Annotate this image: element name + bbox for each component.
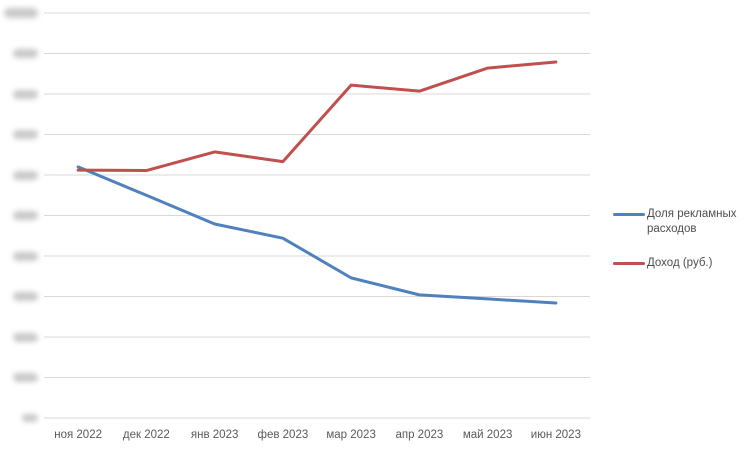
y-axis-tick-label-redacted — [13, 89, 38, 99]
series-line-0 — [76, 165, 558, 305]
x-axis-label: фев 2023 — [257, 429, 309, 441]
y-axis-tick-label-redacted — [4, 8, 38, 18]
y-axis-tick-label-redacted — [13, 130, 38, 139]
legend-swatch-blue-line — [613, 213, 645, 216]
x-axis-label: июн 2023 — [530, 429, 581, 441]
legend-label: Доход (руб.) — [647, 257, 713, 269]
y-axis-tick-label-redacted — [13, 292, 38, 301]
y-axis-tick-label-redacted — [13, 251, 38, 261]
legend-label: Доля рекламных расходов — [647, 208, 737, 235]
legend-swatch-red-line — [613, 262, 645, 265]
legend-item-ad-share: Доля рекламных расходов — [613, 207, 738, 237]
x-axis-label: ноя 2022 — [54, 429, 102, 441]
y-axis-tick-label-redacted — [22, 414, 38, 422]
y-axis-tick-label-redacted — [13, 332, 38, 342]
series-line-1 — [76, 60, 558, 173]
legend: Доля рекламных расходов Доход (руб.) — [613, 207, 738, 271]
y-axis-tick-label-redacted — [13, 49, 38, 58]
x-axis-label: мар 2023 — [326, 429, 376, 441]
x-axis-label: май 2023 — [462, 429, 513, 441]
y-axis-tick-label-redacted — [13, 170, 38, 180]
y-axis-tick-label-redacted — [13, 211, 38, 220]
x-axis-label: апр 2023 — [395, 429, 444, 441]
x-axis-label: янв 2023 — [190, 429, 239, 441]
y-axis-tick-label-redacted — [13, 373, 38, 382]
legend-item-income: Доход (руб.) — [613, 256, 738, 271]
x-axis-label: дек 2022 — [122, 429, 170, 441]
